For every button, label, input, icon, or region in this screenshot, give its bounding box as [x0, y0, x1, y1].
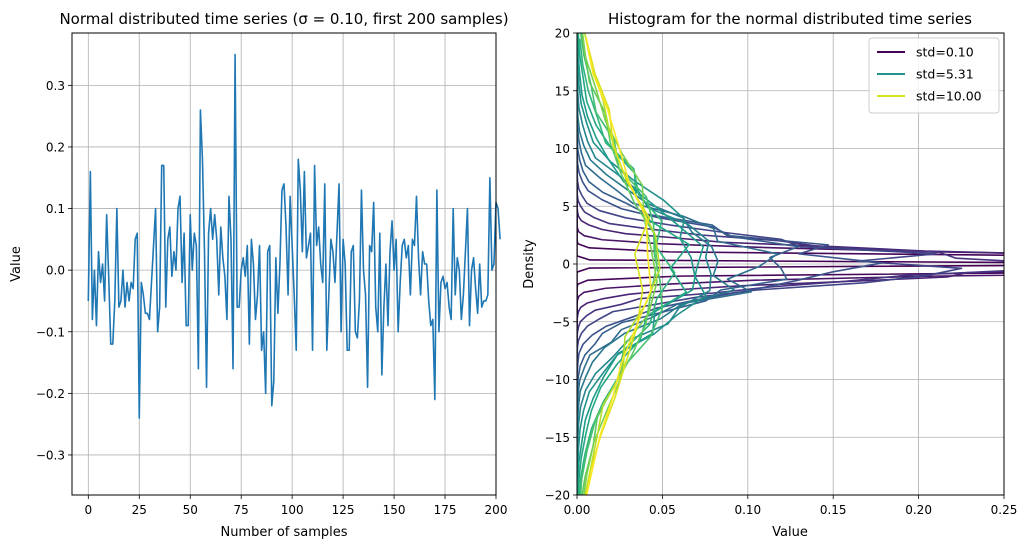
right-x-axis-label: Value: [772, 525, 808, 540]
left-x-tick-label: 100: [281, 503, 304, 517]
histogram-panel: Histogram for the normal distributed tim…: [522, 10, 1018, 540]
left-y-axis-label: Value: [9, 246, 24, 282]
left-y-tick-label: 0.3: [46, 79, 65, 93]
density-curve-10: [577, 33, 712, 495]
left-chart-title: Normal distributed time series (σ = 0.10…: [59, 10, 508, 28]
right-series: [577, 33, 1004, 495]
right-ticks: 0.00 0.05 0.10 0.15 0.20 0.25 −20 −15 −10 −5 0 5 10 1…: [545, 27, 1018, 518]
left-series: [87, 53, 501, 419]
left-y-tick-label: 0.1: [46, 202, 65, 216]
left-plot-frame: [71, 32, 497, 496]
right-y-tick-label: −5: [552, 315, 570, 329]
right-y-tick-label: −20: [545, 489, 570, 503]
density-curve-17: [581, 33, 658, 495]
density-curve-11: [577, 33, 707, 495]
left-x-tick-label: 50: [183, 503, 198, 517]
density-curve-18: [583, 33, 661, 495]
right-x-tick-label: 0.00: [564, 503, 591, 517]
right-x-tick-label: 0.05: [649, 503, 676, 517]
right-y-tick-label: 20: [555, 27, 570, 41]
legend-label-2: std=10.00: [916, 89, 982, 104]
density-curve-15: [579, 33, 663, 495]
right-y-tick-label: 15: [555, 84, 570, 98]
density-curve-6: [577, 33, 883, 495]
left-x-tick-label: 0: [84, 503, 92, 517]
density-curve-14: [578, 38, 676, 495]
density-curve-5: [577, 33, 963, 495]
right-y-tick-label: −10: [545, 373, 570, 387]
left-x-tick-label: 150: [383, 503, 406, 517]
right-x-tick-label: 0.10: [734, 503, 761, 517]
right-x-tick-label: 0.15: [820, 503, 847, 517]
left-y-tick-label: 0.0: [46, 264, 65, 278]
legend: std=0.10 std=5.31 std=10.00: [868, 37, 1000, 114]
right-x-tick-label: 0.25: [991, 503, 1018, 517]
left-x-tick-label: 25: [132, 503, 147, 517]
legend-label-0: std=0.10: [916, 45, 974, 60]
left-y-tick-label: −0.2: [36, 387, 65, 401]
time-series-line: [87, 53, 501, 419]
left-y-tick-label: 0.2: [46, 140, 65, 154]
density-curve-20: [585, 37, 652, 495]
right-y-axis-label: Density: [522, 239, 537, 289]
density-curve-13: [577, 33, 690, 495]
left-x-tick-label: 200: [485, 503, 508, 517]
time-series-panel: Normal distributed time series (σ = 0.10…: [9, 10, 509, 540]
left-x-tick-label: 125: [332, 503, 355, 517]
density-curve-12: [577, 33, 705, 495]
right-y-tick-label: −15: [545, 431, 570, 445]
left-ticks: 0 25 50 75 100 125 150 175 200 −0.3 −0.2 −0.1 0.0 0.1…: [36, 79, 508, 517]
right-y-tick-label: 5: [562, 200, 570, 214]
right-y-tick-label: 0: [562, 258, 570, 272]
right-chart-title: Histogram for the normal distributed tim…: [608, 10, 972, 28]
right-x-tick-label: 0.20: [905, 503, 932, 517]
right-y-tick-label: 10: [555, 142, 570, 156]
left-x-tick-label: 175: [434, 503, 457, 517]
legend-box: [868, 37, 1000, 114]
left-x-axis-label: Number of samples: [220, 525, 347, 540]
left-x-tick-label: 75: [234, 503, 249, 517]
left-y-tick-label: −0.3: [36, 448, 65, 462]
left-y-tick-label: −0.1: [36, 325, 65, 339]
legend-label-1: std=5.31: [916, 67, 974, 82]
